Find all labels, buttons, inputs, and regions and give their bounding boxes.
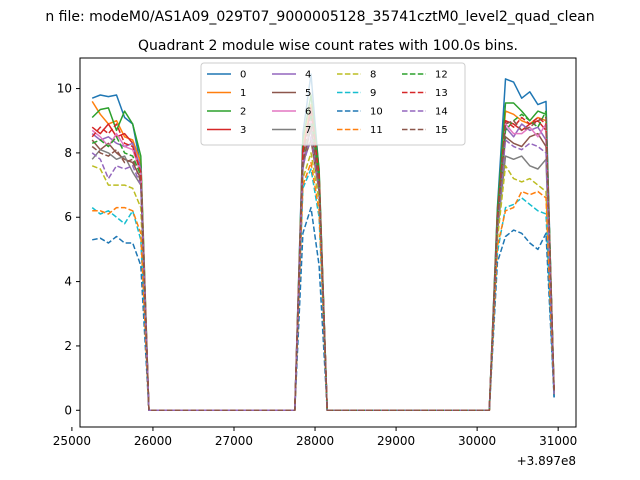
legend-label-6: 6 (305, 107, 311, 118)
y-tick-label: 10 (57, 82, 72, 96)
legend-label-1: 1 (240, 88, 246, 99)
series-line-12 (92, 111, 554, 410)
y-tick-label: 8 (64, 146, 72, 160)
legend-label-8: 8 (370, 70, 376, 81)
series-line-7 (92, 124, 554, 410)
legend-label-0: 0 (240, 70, 246, 81)
x-tick-label: 25000 (53, 434, 91, 448)
legend-label-15: 15 (435, 125, 448, 136)
series-line-1 (92, 101, 554, 410)
series-line-3 (92, 111, 554, 410)
legend-label-2: 2 (240, 107, 246, 118)
legend-label-9: 9 (370, 88, 376, 99)
legend-label-4: 4 (305, 70, 311, 81)
x-tick-label: 28000 (296, 434, 334, 448)
y-tick-label: 6 (64, 210, 72, 224)
x-offset-label: +3.897e8 (517, 454, 576, 468)
chart: n file: modeM0/AS1A09_029T07_9000005128_… (0, 0, 640, 480)
legend-label-5: 5 (305, 88, 311, 99)
x-tick-label: 29000 (377, 434, 415, 448)
legend-label-11: 11 (370, 125, 383, 136)
y-tick-label: 4 (64, 275, 72, 289)
y-tick-label: 0 (64, 403, 72, 417)
legend-label-13: 13 (435, 88, 448, 99)
x-tick-label: 27000 (215, 434, 253, 448)
y-tick-label: 2 (64, 339, 72, 353)
legend-label-3: 3 (240, 125, 246, 136)
series-line-6 (92, 121, 554, 411)
series-line-13 (92, 108, 554, 410)
chart-suptitle: n file: modeM0/AS1A09_029T07_9000005128_… (45, 9, 594, 25)
series-line-4 (92, 124, 554, 410)
x-tick-label: 31000 (539, 434, 577, 448)
legend-label-14: 14 (435, 107, 448, 118)
legend-label-12: 12 (435, 70, 448, 81)
x-tick-label: 26000 (134, 434, 172, 448)
legend-label-7: 7 (305, 125, 311, 136)
series-line-15 (92, 118, 554, 411)
legend-label-10: 10 (370, 107, 383, 118)
x-tick-label: 30000 (458, 434, 496, 448)
chart-title: Quadrant 2 module wise count rates with … (138, 38, 518, 54)
